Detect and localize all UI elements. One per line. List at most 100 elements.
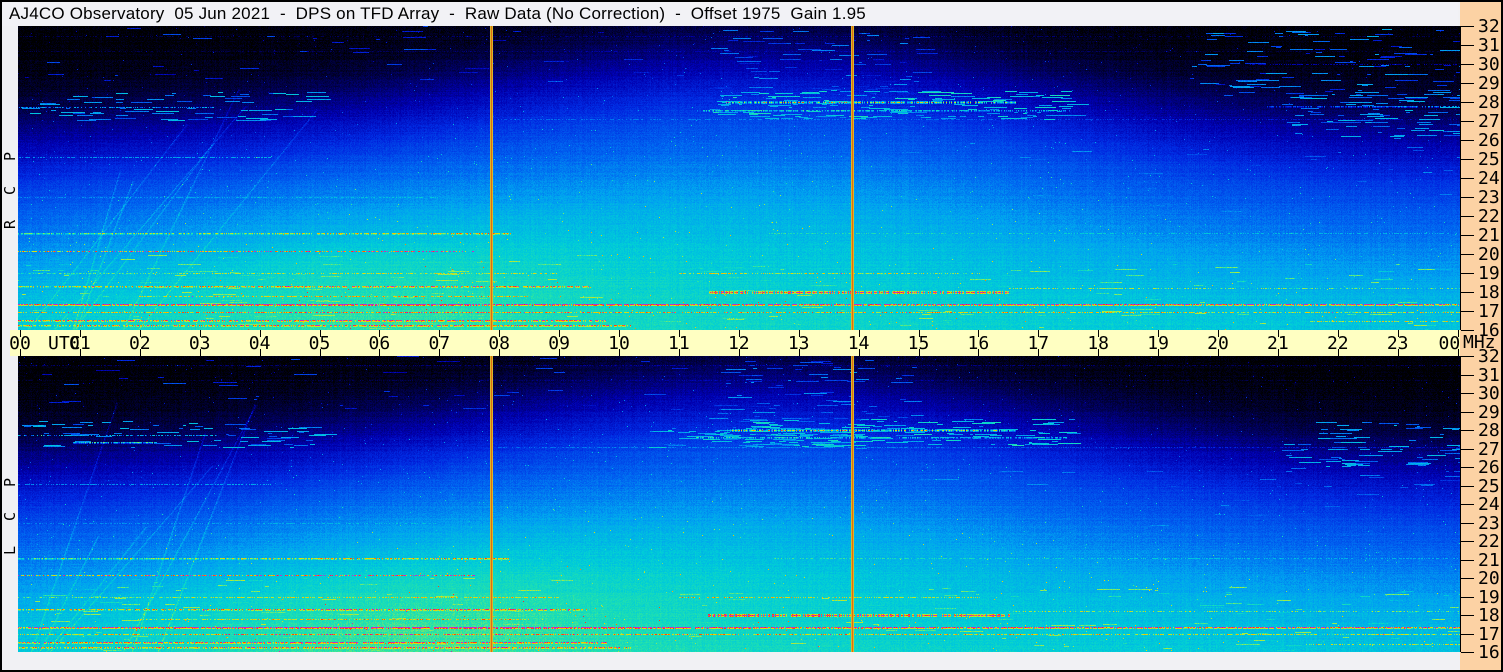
hour-tick [1038, 349, 1040, 356]
freq-label: 22 [1478, 206, 1500, 227]
freq-tick [1461, 159, 1474, 160]
freq-tick [1461, 412, 1474, 413]
freq-tick [1461, 330, 1474, 331]
polarization-label-lcp: LCP [1, 356, 19, 652]
hour-tick [1098, 330, 1100, 337]
freq-tick [1461, 254, 1474, 255]
hour-tick [619, 330, 620, 337]
mhz-unit-label: MHz [1463, 332, 1496, 353]
hour-tick [379, 349, 381, 356]
freq-tick [1461, 83, 1474, 84]
hour-tick [559, 349, 561, 356]
hour-tick [798, 330, 800, 337]
hour-label: 22 [1326, 333, 1349, 355]
freq-label: 24 [1478, 168, 1500, 189]
freq-tick [1461, 560, 1474, 561]
freq-label: 16 [1478, 642, 1500, 663]
hour-tick [858, 330, 860, 337]
hour-tick [1038, 330, 1040, 337]
freq-label: 27 [1478, 111, 1500, 132]
hour-tick [379, 330, 381, 337]
hour-tick [798, 349, 800, 356]
frequency-axis-rcp: 32 31 30 29 28 27 26 25 24 23 22 21 20 19 18 17 16 [1460, 16, 1501, 341]
freq-tick [1461, 652, 1474, 653]
freq-label: 21 [1478, 550, 1500, 571]
freq-label: 17 [1478, 301, 1500, 322]
hour-tick [918, 349, 920, 356]
hour-tick [199, 330, 201, 337]
freq-label: 32 [1478, 16, 1500, 37]
time-axis: UTC 00 01 02 03 04 05 06 07 08 09 10 11 12 13 14 15 16 17… [9, 330, 1461, 356]
freq-label: 24 [1478, 494, 1500, 515]
freq-label: 30 [1478, 383, 1500, 404]
freq-tick [1461, 430, 1474, 431]
hour-tick [139, 330, 141, 337]
spectrogram-rcp-canvas [18, 26, 1460, 330]
hour-label: 19 [1147, 333, 1169, 355]
freq-label: 25 [1478, 149, 1500, 170]
hour-tick [1218, 349, 1219, 356]
hour-tick [559, 330, 561, 337]
freq-label: 21 [1478, 225, 1500, 246]
freq-tick [1461, 486, 1474, 487]
freq-tick [1461, 449, 1474, 450]
freq-tick [1461, 523, 1474, 524]
hour-tick [619, 349, 620, 356]
hour-label: 23 [1386, 333, 1409, 355]
freq-tick [1461, 578, 1474, 579]
hour-label: 08 [488, 333, 511, 355]
hour-tick [1337, 349, 1339, 356]
freq-label: 19 [1478, 263, 1500, 284]
freq-label: 18 [1478, 605, 1500, 626]
hour-label: 02 [128, 333, 151, 355]
freq-tick [1461, 634, 1474, 635]
freq-tick [1461, 292, 1474, 293]
hour-tick [1098, 349, 1100, 356]
hour-tick [1457, 330, 1459, 337]
hour-tick [319, 330, 321, 337]
freq-tick [1461, 597, 1474, 598]
hour-tick [1277, 349, 1279, 356]
hour-tick [1158, 349, 1160, 356]
freq-label: 32 [1478, 346, 1500, 367]
freq-tick [1461, 64, 1474, 65]
spectrogram-lcp-canvas [18, 356, 1460, 652]
freq-tick [1461, 178, 1474, 179]
hour-tick [79, 349, 81, 356]
frequency-axis-lcp: 32 31 30 29 28 27 26 25 24 23 22 21 20 19 18 17 16 [1460, 346, 1501, 663]
freq-label: 18 [1478, 282, 1500, 303]
freq-label: 25 [1478, 476, 1500, 497]
freq-label: 29 [1478, 73, 1500, 94]
hour-label: 16 [967, 333, 990, 355]
hour-tick [1397, 330, 1399, 337]
hour-label: 20 [1207, 333, 1229, 355]
freq-label: 20 [1478, 244, 1500, 265]
hour-tick [678, 349, 680, 356]
hour-tick [259, 330, 261, 337]
hour-label: 10 [608, 333, 630, 355]
freq-tick [1461, 45, 1474, 46]
title-bar: AJ4CO Observatory 05 Jun 2021 - DPS on T… [2, 2, 1458, 26]
freq-tick [1461, 541, 1474, 542]
hour-label: 06 [368, 333, 391, 355]
freq-label: 31 [1478, 35, 1500, 56]
freq-tick [1461, 393, 1474, 394]
freq-label: 28 [1478, 92, 1500, 113]
hour-tick [978, 349, 980, 356]
hour-tick [439, 330, 441, 337]
hour-label: 21 [1267, 333, 1289, 355]
freq-tick [1461, 216, 1474, 217]
hour-tick [738, 349, 740, 356]
freq-tick [1461, 504, 1474, 505]
hour-label: 00 [1438, 333, 1461, 355]
freq-label: 26 [1478, 130, 1500, 151]
freq-tick [1461, 375, 1474, 376]
hour-label: 04 [248, 333, 271, 355]
freq-label: 19 [1478, 587, 1500, 608]
freq-label: 20 [1478, 568, 1500, 589]
hour-label: 01 [69, 333, 91, 355]
freq-label: 22 [1478, 531, 1500, 552]
hour-tick [259, 349, 261, 356]
